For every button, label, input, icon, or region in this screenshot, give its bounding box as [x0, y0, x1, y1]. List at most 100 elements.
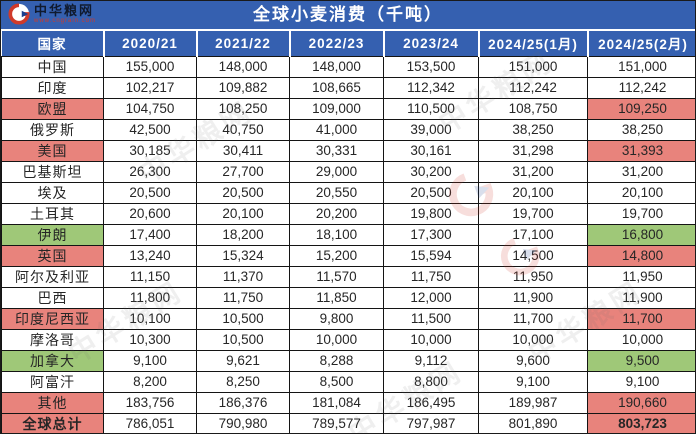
value-cell: 789,577 — [289, 412, 384, 433]
value-cell: 17,300 — [383, 223, 479, 246]
value-cell: 29,000 — [289, 160, 384, 183]
value-cell: 11,370 — [196, 265, 290, 288]
value-cell: 186,376 — [196, 391, 290, 414]
value-cell: 148,000 — [196, 55, 290, 78]
value-cell: 189,987 — [478, 391, 588, 414]
value-cell: 186,495 — [383, 391, 479, 414]
value-cell: 31,393 — [587, 139, 695, 162]
value-cell: 20,100 — [587, 181, 695, 204]
country-cell: 中国 — [1, 55, 104, 78]
column-header: 2021/22 — [195, 31, 290, 56]
value-cell: 108,250 — [196, 97, 290, 120]
value-cell: 8,200 — [103, 370, 197, 393]
value-cell: 11,950 — [587, 265, 695, 288]
value-cell: 112,242 — [478, 76, 588, 99]
value-cell: 19,700 — [478, 202, 588, 225]
value-cell: 15,324 — [196, 244, 290, 267]
value-cell: 30,331 — [289, 139, 384, 162]
country-cell: 埃及 — [1, 181, 104, 204]
value-cell: 8,250 — [196, 370, 290, 393]
value-cell: 14,500 — [478, 244, 588, 267]
value-cell: 42,500 — [103, 118, 197, 141]
value-cell: 8,288 — [289, 349, 384, 372]
value-cell: 41,000 — [289, 118, 384, 141]
table-row: 加拿大 9,100 9,621 8,288 9,112 9,600 9,500 — [1, 349, 695, 372]
value-cell: 102,217 — [103, 76, 197, 99]
value-cell: 151,000 — [587, 55, 695, 78]
value-cell: 30,200 — [383, 160, 479, 183]
value-cell: 108,665 — [289, 76, 384, 99]
value-cell: 16,800 — [587, 223, 695, 246]
top-banner: 中华粮网 www.cngrain.com 全球小麦消费（千吨） — [1, 1, 695, 31]
value-cell: 17,100 — [478, 223, 588, 246]
value-cell: 26,300 — [103, 160, 197, 183]
value-cell: 11,500 — [383, 307, 479, 330]
value-cell: 10,300 — [103, 328, 197, 351]
country-cell: 巴基斯坦 — [1, 160, 104, 183]
consumption-table: 国家 2020/21 2021/22 2022/23 2023/24 2024/25(1月… — [1, 31, 695, 433]
value-cell: 10,000 — [383, 328, 479, 351]
brand-site: www.cngrain.com — [34, 18, 97, 24]
table-row: 土耳其 20,600 20,100 20,200 19,800 19,700 19,700 — [1, 202, 695, 225]
value-cell: 190,660 — [587, 391, 695, 414]
value-cell: 11,800 — [103, 286, 197, 309]
table-row: 印度 102,217 109,882 108,665 112,342 112,242 112… — [1, 76, 695, 99]
column-header: 2024/25(1月) — [477, 31, 588, 56]
value-cell: 9,800 — [289, 307, 384, 330]
country-cell: 土耳其 — [1, 202, 104, 225]
country-cell: 阿富汗 — [1, 370, 104, 393]
table-row: 其他 183,756 186,376 181,084 186,495 189,987 190… — [1, 391, 695, 414]
brand-logo-icon — [8, 3, 30, 25]
value-cell: 10,000 — [289, 328, 384, 351]
country-cell: 俄罗斯 — [1, 118, 104, 141]
table-row: 全球总计 786,051 790,980 789,577 797,987 801,890 8… — [1, 412, 695, 433]
value-cell: 18,200 — [196, 223, 290, 246]
value-cell: 8,500 — [289, 370, 384, 393]
value-cell: 803,723 — [587, 412, 695, 433]
table-row: 英国 13,240 15,324 15,200 15,594 14,500 14,800 — [1, 244, 695, 267]
value-cell: 153,500 — [383, 55, 479, 78]
value-cell: 110,500 — [383, 97, 479, 120]
value-cell: 9,621 — [196, 349, 290, 372]
table-row: 巴西 11,800 11,750 11,850 12,000 11,900 11,900 — [1, 286, 695, 309]
value-cell: 11,700 — [587, 307, 695, 330]
column-header: 2020/21 — [102, 31, 197, 56]
value-cell: 10,100 — [103, 307, 197, 330]
value-cell: 109,250 — [587, 97, 695, 120]
value-cell: 11,750 — [383, 265, 479, 288]
value-cell: 9,112 — [383, 349, 479, 372]
value-cell: 104,750 — [103, 97, 197, 120]
table-row: 伊朗 17,400 18,200 18,100 17,300 17,100 16,800 — [1, 223, 695, 246]
value-cell: 31,200 — [478, 160, 588, 183]
value-cell: 9,600 — [478, 349, 588, 372]
value-cell: 786,051 — [103, 412, 197, 433]
table-row: 俄罗斯 42,500 40,750 41,000 39,000 38,250 38,250 — [1, 118, 695, 141]
value-cell: 109,000 — [289, 97, 384, 120]
value-cell: 801,890 — [478, 412, 588, 433]
value-cell: 9,100 — [478, 370, 588, 393]
value-cell: 12,000 — [383, 286, 479, 309]
value-cell: 40,750 — [196, 118, 290, 141]
value-cell: 20,100 — [196, 202, 290, 225]
country-cell: 其他 — [1, 391, 104, 414]
value-cell: 108,750 — [478, 97, 588, 120]
value-cell: 30,161 — [383, 139, 479, 162]
table-row: 印度尼西亚 10,100 10,500 9,800 11,500 11,700 11,700 — [1, 307, 695, 330]
value-cell: 112,342 — [383, 76, 479, 99]
value-cell: 10,500 — [196, 328, 290, 351]
value-cell: 20,100 — [478, 181, 588, 204]
brand-logo: 中华粮网 www.cngrain.com — [8, 3, 96, 25]
country-cell: 欧盟 — [1, 97, 104, 120]
value-cell: 30,185 — [103, 139, 197, 162]
country-cell: 巴西 — [1, 286, 104, 309]
value-cell: 20,200 — [289, 202, 384, 225]
value-cell: 20,600 — [103, 202, 197, 225]
value-cell: 9,100 — [587, 370, 695, 393]
value-cell: 181,084 — [289, 391, 384, 414]
value-cell: 112,242 — [587, 76, 695, 99]
column-header: 2022/23 — [288, 31, 384, 56]
value-cell: 20,550 — [289, 181, 384, 204]
table-row: 阿尔及利亚 11,150 11,370 11,570 11,750 11,950 11,95… — [1, 265, 695, 288]
value-cell: 18,100 — [289, 223, 384, 246]
